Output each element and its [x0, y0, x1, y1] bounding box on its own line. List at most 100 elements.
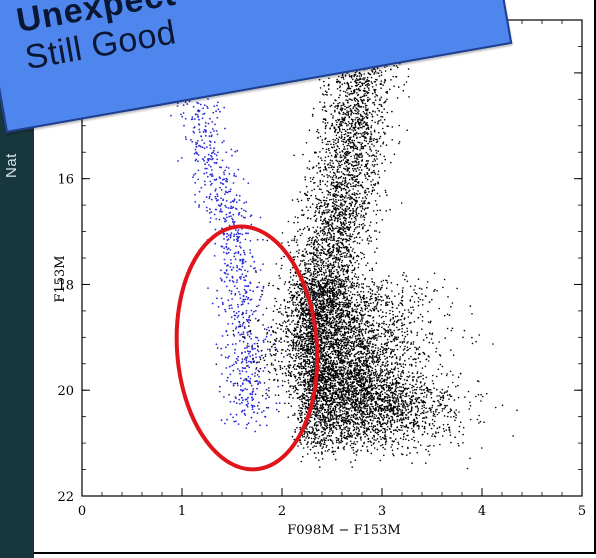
data-point — [215, 162, 218, 165]
data-point — [229, 413, 232, 416]
data-point — [292, 343, 295, 346]
data-point — [215, 110, 218, 113]
data-point — [319, 151, 321, 153]
data-point — [194, 113, 197, 116]
data-point — [214, 208, 217, 211]
data-point — [213, 149, 215, 152]
data-point — [345, 415, 347, 417]
data-point — [323, 266, 325, 269]
data-point — [219, 385, 221, 388]
data-point — [430, 408, 432, 411]
data-point — [325, 354, 328, 357]
data-point — [355, 209, 357, 212]
data-point — [454, 436, 456, 439]
data-point — [367, 80, 369, 82]
data-point — [363, 376, 366, 378]
data-point — [248, 350, 251, 353]
data-point — [407, 412, 409, 414]
data-point — [234, 314, 237, 317]
data-point — [332, 171, 335, 174]
data-point — [361, 99, 364, 102]
data-point — [402, 400, 405, 403]
data-point — [370, 349, 373, 352]
data-point — [464, 396, 466, 398]
data-point — [330, 236, 333, 239]
data-point — [396, 420, 399, 423]
data-point — [248, 325, 250, 327]
data-point — [332, 117, 334, 119]
data-point — [344, 368, 347, 370]
data-point — [372, 392, 375, 395]
data-point — [342, 154, 345, 157]
data-point — [336, 187, 339, 190]
data-point — [311, 178, 314, 181]
data-point — [453, 411, 456, 413]
data-point — [381, 111, 383, 113]
data-point — [390, 406, 392, 408]
data-point — [360, 115, 363, 117]
data-point — [231, 276, 234, 279]
data-point — [345, 245, 348, 248]
data-point — [213, 255, 216, 257]
data-point — [365, 191, 367, 194]
data-point — [310, 194, 313, 197]
data-point — [204, 121, 207, 124]
data-point — [458, 411, 460, 413]
data-point — [343, 152, 346, 155]
data-point — [358, 117, 361, 120]
data-point — [377, 121, 379, 123]
data-point — [238, 340, 241, 342]
data-point — [405, 81, 408, 83]
data-point — [327, 244, 329, 246]
data-point — [371, 171, 374, 174]
data-point — [314, 273, 317, 275]
data-point — [332, 272, 335, 275]
data-point — [201, 146, 204, 149]
data-point — [217, 306, 220, 308]
data-point — [341, 163, 343, 166]
data-point — [364, 200, 366, 202]
data-point — [365, 163, 368, 166]
data-point — [345, 200, 347, 203]
data-point — [206, 175, 209, 178]
data-point — [269, 348, 271, 351]
data-point — [346, 361, 349, 363]
data-point — [254, 309, 257, 312]
data-point — [229, 259, 232, 261]
data-point — [376, 114, 379, 116]
data-point — [228, 212, 231, 214]
data-point — [272, 319, 274, 321]
data-point — [227, 251, 230, 254]
data-point — [203, 159, 206, 162]
data-point — [307, 286, 310, 289]
data-point — [459, 421, 462, 424]
data-point — [323, 230, 326, 233]
data-point — [245, 210, 247, 213]
data-point — [389, 389, 392, 391]
data-point — [220, 210, 223, 213]
data-point — [449, 408, 452, 410]
data-point — [213, 130, 215, 132]
data-point — [331, 160, 334, 162]
data-point — [341, 232, 344, 234]
data-point — [430, 411, 432, 413]
data-point — [362, 223, 364, 225]
data-point — [301, 209, 303, 211]
data-point — [320, 201, 323, 204]
data-point — [351, 264, 354, 267]
data-point — [325, 169, 328, 171]
data-point — [320, 261, 322, 263]
data-point — [374, 365, 377, 368]
data-point — [332, 280, 334, 282]
data-point — [339, 253, 341, 256]
data-point — [239, 253, 242, 256]
data-point — [297, 347, 300, 350]
data-point — [371, 269, 374, 272]
data-point — [183, 124, 185, 127]
data-point — [346, 197, 349, 199]
data-point — [397, 441, 399, 444]
data-point — [347, 358, 350, 360]
data-point — [437, 399, 439, 402]
data-point — [249, 215, 252, 218]
